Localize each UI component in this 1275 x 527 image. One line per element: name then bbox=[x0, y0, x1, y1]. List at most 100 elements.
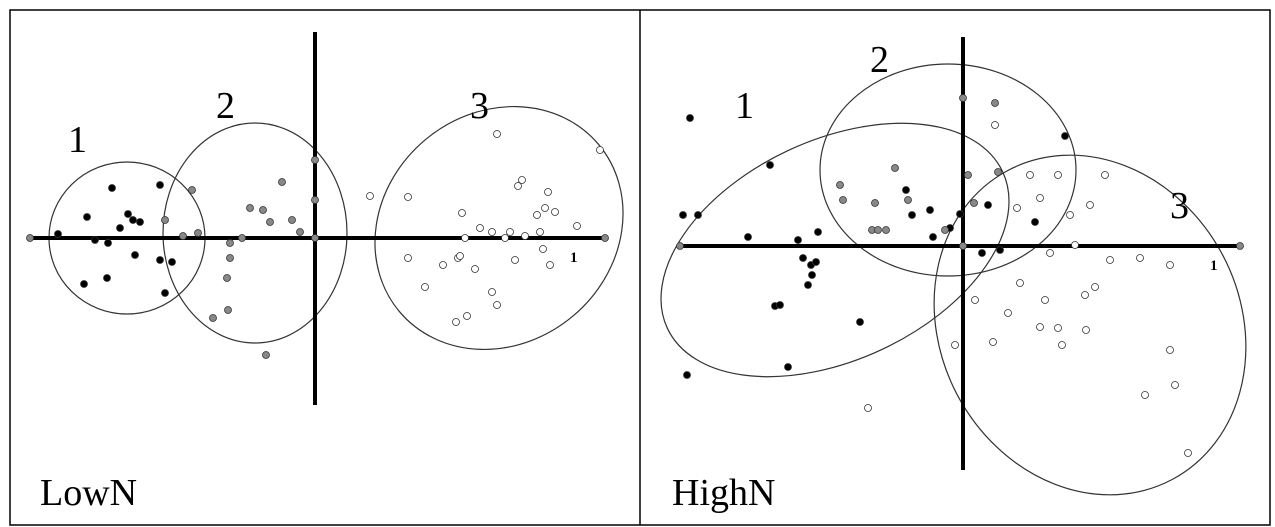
point bbox=[1141, 391, 1149, 399]
point bbox=[573, 222, 581, 230]
point bbox=[1091, 283, 1099, 291]
point bbox=[421, 283, 429, 291]
point bbox=[1101, 171, 1109, 179]
axis-label: 1 bbox=[1210, 258, 1218, 274]
point bbox=[452, 318, 460, 326]
point bbox=[131, 251, 139, 259]
point bbox=[259, 206, 267, 214]
point bbox=[476, 224, 484, 232]
point bbox=[296, 228, 304, 236]
point bbox=[161, 289, 169, 297]
point bbox=[488, 228, 496, 236]
point bbox=[194, 229, 202, 237]
point bbox=[951, 341, 959, 349]
point bbox=[794, 236, 802, 244]
point bbox=[996, 246, 1004, 254]
point bbox=[1106, 256, 1114, 264]
point bbox=[278, 178, 286, 186]
point bbox=[679, 211, 687, 219]
point bbox=[941, 226, 949, 234]
point bbox=[26, 234, 34, 242]
point bbox=[80, 280, 88, 288]
point bbox=[686, 114, 694, 122]
point bbox=[156, 181, 164, 189]
point bbox=[461, 234, 469, 242]
point bbox=[238, 234, 246, 242]
point bbox=[676, 242, 684, 250]
point bbox=[1058, 341, 1066, 349]
point bbox=[1041, 296, 1049, 304]
point bbox=[224, 306, 232, 314]
point bbox=[744, 233, 752, 241]
point bbox=[541, 204, 549, 212]
point bbox=[784, 363, 792, 371]
point bbox=[506, 228, 514, 236]
point bbox=[1054, 324, 1062, 332]
point bbox=[168, 258, 176, 266]
point bbox=[926, 206, 934, 214]
point bbox=[136, 218, 144, 226]
axis-label: 1 bbox=[570, 250, 578, 266]
point bbox=[799, 254, 807, 262]
point bbox=[226, 254, 234, 262]
point bbox=[129, 216, 137, 224]
point bbox=[179, 232, 187, 240]
point bbox=[1236, 242, 1244, 250]
point bbox=[836, 181, 844, 189]
point bbox=[544, 188, 552, 196]
point bbox=[856, 318, 864, 326]
panel-label: LowN bbox=[40, 472, 137, 514]
point bbox=[188, 186, 196, 194]
point bbox=[458, 209, 466, 217]
point bbox=[209, 314, 217, 322]
point bbox=[1026, 171, 1034, 179]
point bbox=[456, 252, 464, 260]
point bbox=[1166, 346, 1174, 354]
point bbox=[124, 210, 132, 218]
point bbox=[539, 245, 547, 253]
point bbox=[463, 312, 471, 320]
point bbox=[959, 94, 967, 102]
point bbox=[1061, 132, 1069, 140]
point bbox=[116, 224, 124, 232]
point bbox=[978, 249, 986, 257]
point bbox=[812, 258, 820, 266]
point bbox=[161, 216, 169, 224]
point bbox=[551, 208, 559, 216]
point bbox=[971, 296, 979, 304]
point bbox=[964, 171, 972, 179]
point bbox=[902, 186, 910, 194]
point bbox=[514, 182, 522, 190]
point bbox=[1036, 323, 1044, 331]
point bbox=[366, 192, 374, 200]
cluster-label: 3 bbox=[470, 85, 489, 127]
point bbox=[929, 233, 937, 241]
point bbox=[246, 204, 254, 212]
point bbox=[108, 184, 116, 192]
point bbox=[991, 99, 999, 107]
point bbox=[1036, 194, 1044, 202]
point bbox=[1071, 241, 1079, 249]
point bbox=[776, 301, 784, 309]
point bbox=[959, 242, 967, 250]
point bbox=[536, 228, 544, 236]
point bbox=[1184, 449, 1192, 457]
point bbox=[694, 211, 702, 219]
point bbox=[1136, 254, 1144, 262]
point bbox=[518, 176, 526, 184]
point bbox=[311, 234, 319, 242]
point bbox=[596, 146, 604, 154]
point bbox=[991, 121, 999, 129]
point bbox=[493, 301, 501, 309]
point bbox=[439, 261, 447, 269]
cluster-ellipse bbox=[374, 105, 624, 351]
point bbox=[1031, 218, 1039, 226]
panel-lown: 1 2 3 1 LowN bbox=[26, 32, 624, 514]
point bbox=[546, 261, 554, 269]
point bbox=[839, 196, 847, 204]
point bbox=[882, 226, 890, 234]
point bbox=[994, 168, 1002, 176]
point bbox=[1016, 279, 1024, 287]
cluster-label: 1 bbox=[735, 85, 754, 127]
cluster-ellipse bbox=[933, 154, 1247, 496]
